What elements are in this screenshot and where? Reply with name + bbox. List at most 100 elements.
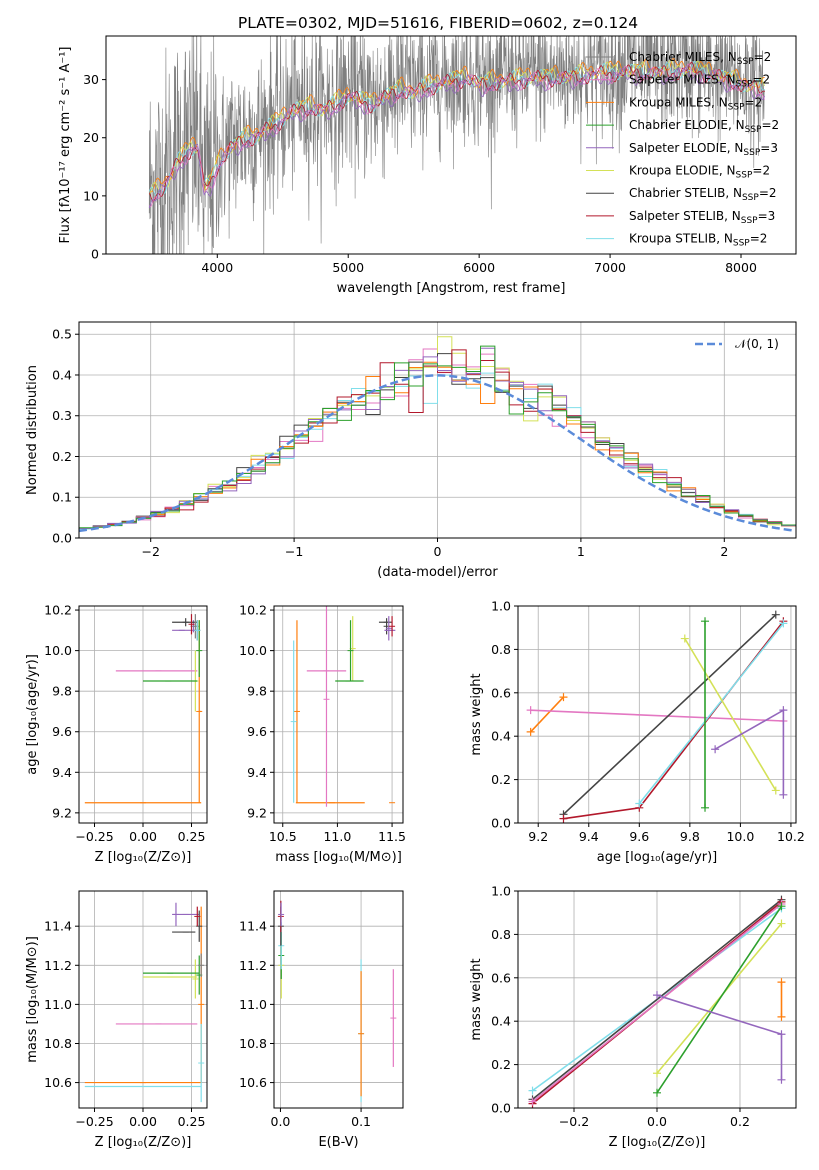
y-tick-label: 20 [83,130,99,145]
plus-marker [559,693,568,702]
y-axis-label: Normed distribution [25,365,40,495]
legend-residuals: 𝒩(0, 1) [695,337,779,351]
legend-label: Kroupa STELIB, NSSP=2 [629,232,767,249]
plus-marker [701,617,710,626]
plus-marker [526,727,535,736]
errorbar-point [194,906,201,927]
x-tick-label: 0.25 [178,1114,206,1129]
plot-area [528,895,786,1108]
panel-residuals: −2 −1 0 1 2 0.0 0.1 0.2 0.3 0.4 0.5 (data-model)/er… [25,321,797,580]
y-tick-label: 0.4 [52,367,72,382]
plot-area [79,336,796,533]
x-tick-label: 0.2 [730,1114,750,1129]
plus-marker [559,814,568,823]
errorbar-point [390,969,397,1067]
plus-marker [777,1012,786,1021]
x-axis-label: Z [log₁₀(Z/Z⊙)] [95,1135,192,1150]
y-tick-label: 30 [83,72,99,87]
y-tick-label: 1.0 [491,884,511,899]
y-tick-label: 0.6 [491,970,511,985]
normal-reference-curve [79,374,794,533]
plus-marker [653,1088,661,1097]
plus-marker [777,902,786,911]
weight-series-6 [531,899,783,1100]
errorbar-point [385,616,392,641]
errorbar-point [293,620,300,803]
y-tick-label: 9.6 [247,724,267,739]
observed-spectrum-line [148,36,765,254]
plot-area [290,606,396,807]
y-tick-label: 0.2 [491,1057,511,1072]
x-axis-label: wavelength [Angstrom, rest frame] [337,281,566,296]
x-tick-label: 11.5 [378,829,406,844]
axes: 10.5 11.0 11.5 9.2 9.4 9.6 9.8 10.0 10.2 mass [lo… [239,603,406,865]
y-axis-label: mass weight [469,673,484,755]
legend-label: Kroupa ELODIE, NSSP=2 [629,164,770,181]
y-tick-label: 9.6 [52,724,72,739]
plus-marker [653,991,661,1000]
plus-marker [635,799,644,808]
errorbar-point [192,959,199,999]
panel-weight-vs-age: 9.2 9.4 9.6 9.8 10.0 10.2 0.0 0.2 0.4 0.6 0.8 1.0 ag… [469,599,805,866]
y-tick-label: 10.0 [239,643,267,658]
plus-marker [779,790,788,799]
x-tick-label: 0.0 [271,1114,291,1129]
x-tick-label: −0.25 [75,829,113,844]
errorbar-point [188,614,195,635]
grid [518,605,796,824]
axes: −0.25 0.00 0.25 10.6 10.8 11.0 11.2 11.4 Z [log₁… [25,890,208,1150]
axes-frame [273,890,404,1109]
legend-spectrum: Chabrier MILES, NSSP=2 Salpeter MILES, NS… [586,50,779,249]
weight-series-6 [562,614,777,815]
y-tick-label: 10.8 [239,1036,267,1051]
plus-marker [528,1086,537,1095]
x-tick-label: 5000 [332,260,364,275]
plus-marker [711,745,720,754]
errorbar-point [323,606,330,807]
plus-marker [526,706,535,715]
y-axis-label: mass [log₁₀(M/M⊙)] [25,936,40,1063]
weight-series-5 [684,638,777,791]
y-tick-label: 0.0 [52,531,72,546]
plus-marker [777,1075,786,1084]
plus-marker [680,634,689,643]
axes: −0.25 0.00 0.25 9.2 9.4 9.6 9.8 10.0 10.2 Z [log₁… [25,603,208,865]
x-tick-label: 10.0 [726,829,754,844]
y-tick-label: 0.8 [491,927,511,942]
errorbar-point [198,953,205,978]
legend-label: Kroupa MILES, NSSP=2 [629,95,762,112]
y-tick-label: 0.0 [491,816,511,831]
plot-area [526,610,788,823]
panel-weight-vs-z: −0.2 0.0 0.2 0.0 0.2 0.4 0.6 0.8 1.0 Z [log₁₀(Z/Z… [469,884,797,1150]
x-tick-label: −2 [141,544,159,559]
x-tick-label: −1 [285,544,303,559]
y-tick-label: 9.2 [247,805,267,820]
y-tick-label: 11.4 [44,919,72,934]
y-tick-label: 9.2 [52,805,72,820]
weight-series-1 [530,709,784,722]
errorbar-point [347,620,354,682]
axes: 9.2 9.4 9.6 9.8 10.0 10.2 0.0 0.2 0.4 0.6 0.8 1.0 ag… [469,599,805,866]
y-tick-label: 11.2 [44,958,72,973]
figure-title: PLATE=0302, MJD=51616, FIBERID=0602, z=0… [238,14,638,32]
y-tick-label: 11.0 [239,997,267,1012]
y-tick-label: 11.4 [239,919,267,934]
axes-frame [517,890,797,1109]
y-tick-label: 10.2 [44,603,72,618]
x-tick-label: 9.2 [528,829,548,844]
x-tick-label: 8000 [725,260,757,275]
grid [79,606,207,823]
plot-area [277,900,397,1103]
y-tick-label: 0.6 [491,685,511,700]
x-tick-label: 0.00 [129,1114,157,1129]
x-tick-label: 0.1 [351,1114,371,1129]
x-tick-label: 0.0 [647,1114,667,1129]
errorbar-point [172,902,179,927]
axes-frame [105,35,797,255]
x-tick-label: 9.4 [579,829,599,844]
y-tick-label: 9.4 [52,765,72,780]
x-tick-label: 4000 [201,260,233,275]
x-axis-label: Z [log₁₀(Z/Z⊙)] [95,850,192,865]
y-axis-label: mass weight [469,958,484,1040]
